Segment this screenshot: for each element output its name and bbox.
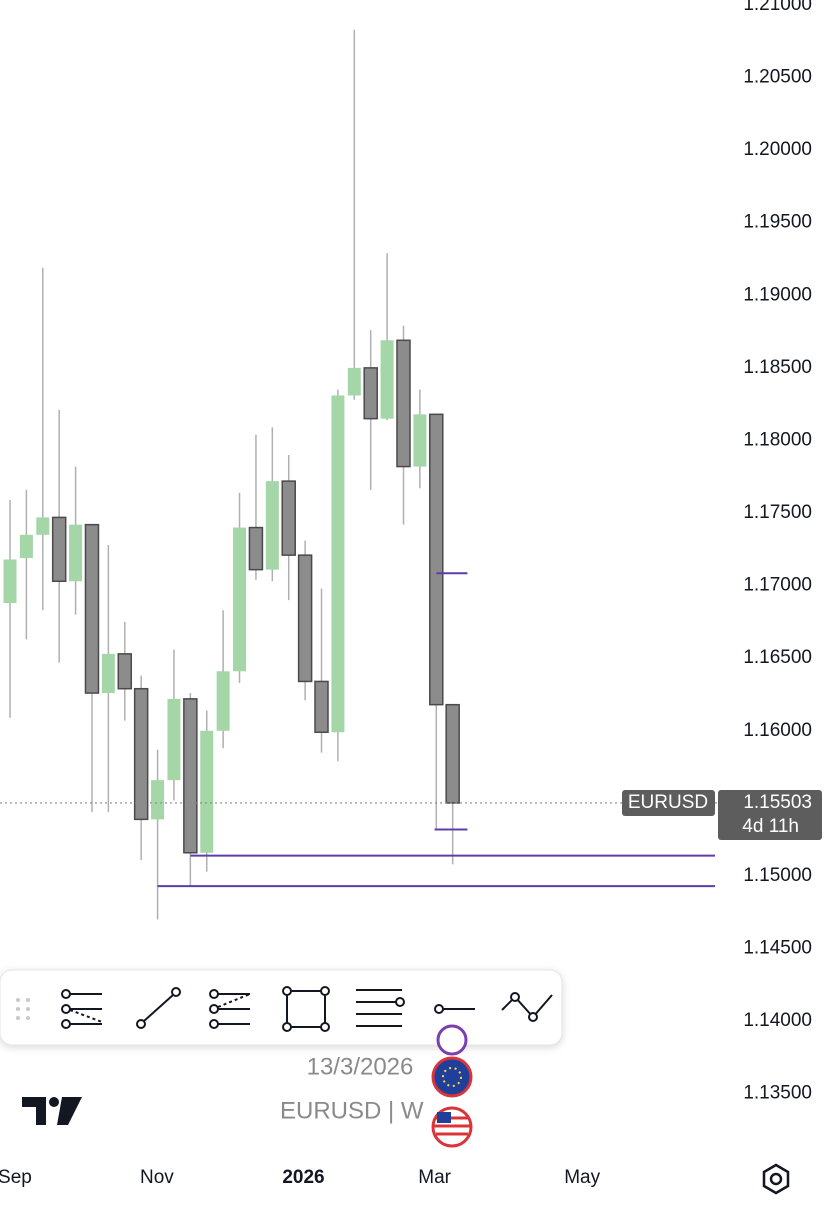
y-tick-label: 1.18500 [743, 357, 812, 378]
candle-body [380, 340, 394, 419]
candle-body [216, 671, 230, 731]
candle-body [84, 523, 100, 694]
candle-body [413, 414, 427, 467]
parallel-lines-tool[interactable] [356, 989, 405, 1027]
candle-body [265, 481, 279, 570]
price-tag-label: 1.15503 [743, 792, 812, 813]
candle-body [248, 526, 264, 571]
toolbar-panel [0, 969, 563, 1046]
y-tick-label: 1.16000 [743, 720, 812, 741]
rectangle-tool[interactable] [282, 986, 330, 1032]
y-tick-label: 1.19000 [743, 284, 812, 305]
symbol-legend: EURUSD | W [280, 1097, 424, 1124]
candle-body [167, 698, 181, 781]
candle-body [3, 559, 17, 604]
trend-line-tool[interactable] [136, 987, 181, 1029]
candle-body [101, 653, 115, 694]
candle-body [117, 653, 133, 690]
candle-body [281, 480, 296, 556]
y-tick-label: 1.17000 [743, 575, 812, 596]
y-tick-label: 1.19500 [743, 212, 812, 233]
x-tick-label: 2026 [282, 1167, 324, 1188]
path-tool[interactable] [501, 992, 553, 1022]
candle-body [347, 367, 361, 396]
x-tick-label: Sep [0, 1167, 32, 1188]
candle-body [19, 534, 33, 559]
event-flags[interactable] [431, 1024, 473, 1148]
tradingview-logo [22, 1097, 82, 1125]
y-tick-label: 1.20500 [743, 67, 812, 88]
countdown-label: 4d 11h [742, 816, 799, 837]
x-tick-label: Nov [140, 1167, 174, 1188]
candle-body [297, 554, 313, 683]
settings-button[interactable] [762, 1163, 790, 1195]
y-tick-label: 1.20000 [743, 139, 812, 160]
candle-body [314, 680, 329, 734]
candle-body [133, 687, 149, 821]
candle-body [183, 698, 198, 854]
symbol-tag-label: EURUSD [628, 792, 708, 813]
y-tick-label: 1.14500 [743, 938, 812, 959]
price-tag [718, 789, 822, 840]
y-tick-label: 1.17500 [743, 502, 812, 523]
candle-body [429, 413, 444, 706]
drag-handle[interactable] [16, 998, 30, 1020]
x-tick-label: May [564, 1167, 600, 1188]
candle-body [363, 367, 378, 420]
candle-body [445, 703, 460, 804]
y-tick-label: 1.16500 [743, 647, 812, 668]
y-tick-label: 1.15000 [743, 865, 812, 886]
candle-body [151, 780, 165, 820]
candle-body [36, 517, 50, 535]
candle-body [396, 339, 411, 468]
y-tick-label: 1.14000 [743, 1010, 812, 1031]
y-tick-label: 1.21000 [743, 0, 812, 15]
pitchfork-tool[interactable] [61, 989, 103, 1029]
x-tick-label: Mar [418, 1167, 451, 1188]
candle-body [69, 524, 83, 582]
candle-body [51, 516, 67, 583]
symbol-tag [622, 789, 715, 816]
drawing-toolbar[interactable] [0, 969, 563, 1046]
plot: 1.21000 1.20500 1.20000 1.19500 1.19000 1.185… [0, 0, 822, 1188]
fib-tool[interactable] [209, 989, 251, 1029]
candle-body [233, 527, 247, 672]
candle-body [200, 730, 214, 853]
candle-body [331, 395, 345, 733]
bar-date: 13/3/2026 [307, 1053, 414, 1080]
horizontal-ray-tool[interactable] [434, 1004, 475, 1014]
y-tick-label: 1.18000 [743, 429, 812, 450]
y-tick-label: 1.13500 [743, 1083, 812, 1104]
